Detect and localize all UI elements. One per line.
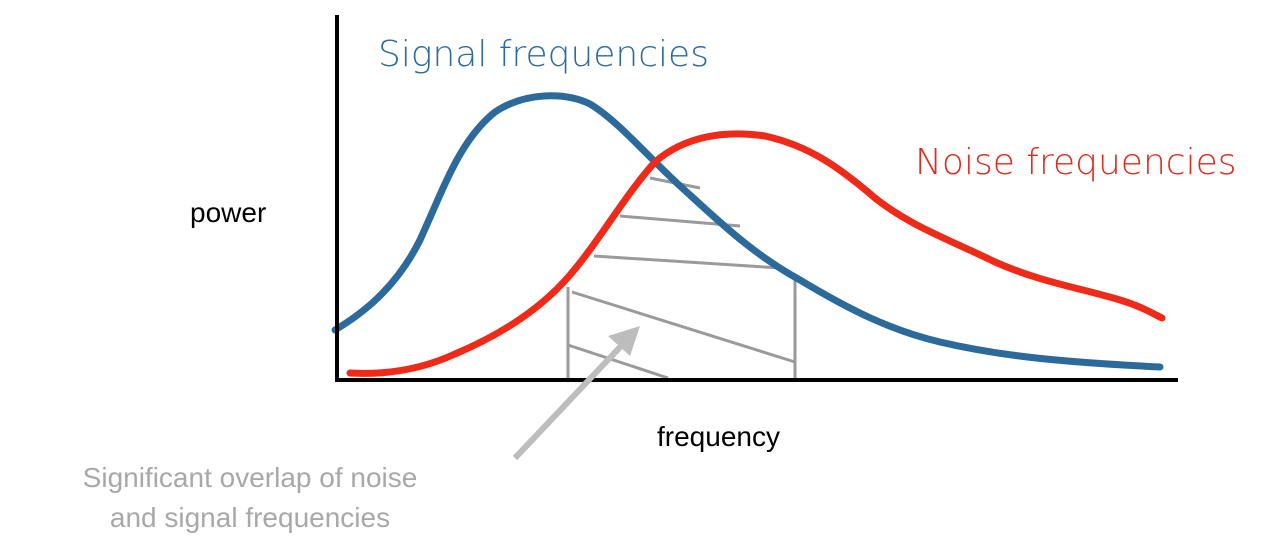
annotation-arrowhead <box>608 326 640 356</box>
annotation-line: and signal frequencies <box>110 502 390 533</box>
hatch-line <box>567 343 669 380</box>
signal-label: Signal frequencies <box>378 34 709 75</box>
noise-curve <box>346 130 1166 377</box>
annotation-arrow <box>512 342 625 461</box>
hatch-line <box>571 290 796 364</box>
y-axis-label: power <box>190 197 266 228</box>
overlap-hatch <box>566 176 797 380</box>
x-axis-label: frequency <box>657 421 780 452</box>
noise-label: Noise frequencies <box>915 142 1236 183</box>
annotation-line: Significant overlap of noise <box>83 462 418 493</box>
hatch-line <box>593 254 781 270</box>
